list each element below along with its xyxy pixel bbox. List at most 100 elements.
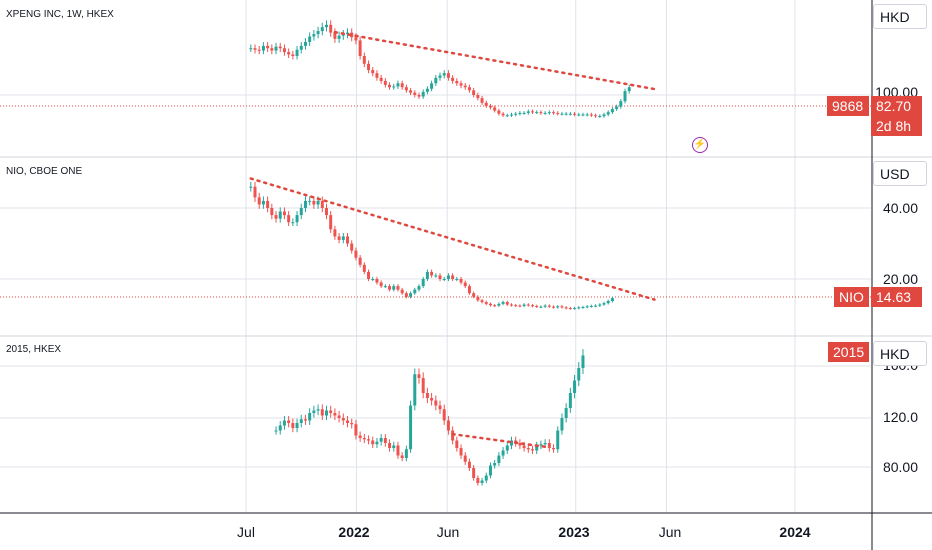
- candle-body[interactable]: [400, 455, 404, 459]
- candle-body[interactable]: [383, 80, 387, 85]
- candle-body[interactable]: [400, 289, 404, 294]
- candle-body[interactable]: [573, 113, 577, 115]
- candle-body[interactable]: [531, 111, 535, 113]
- candle-body[interactable]: [430, 398, 434, 401]
- candle-body[interactable]: [379, 77, 383, 81]
- candle-body[interactable]: [367, 439, 371, 441]
- trendline[interactable]: [451, 432, 547, 448]
- candle-body[interactable]: [552, 112, 556, 114]
- candle-body[interactable]: [560, 306, 564, 308]
- candle-body[interactable]: [581, 114, 585, 116]
- candle-body[interactable]: [421, 91, 425, 97]
- candle-body[interactable]: [543, 112, 547, 114]
- candle-body[interactable]: [539, 112, 543, 114]
- candle-body[interactable]: [274, 430, 278, 432]
- candle-body[interactable]: [501, 450, 505, 456]
- candle-body[interactable]: [354, 424, 358, 436]
- candle-body[interactable]: [371, 279, 375, 280]
- candle-body[interactable]: [371, 70, 375, 74]
- candle-body[interactable]: [303, 200, 307, 208]
- candle-body[interactable]: [543, 305, 547, 307]
- candle-body[interactable]: [610, 298, 614, 302]
- candle-body[interactable]: [324, 208, 328, 216]
- candle-body[interactable]: [467, 286, 471, 294]
- candle-body[interactable]: [480, 98, 484, 103]
- pane-nio[interactable]: [249, 177, 656, 310]
- candle-body[interactable]: [446, 275, 450, 279]
- candle-body[interactable]: [455, 440, 459, 449]
- candle-body[interactable]: [594, 115, 598, 117]
- candle-body[interactable]: [577, 114, 581, 116]
- candle-body[interactable]: [362, 438, 366, 440]
- candle-body[interactable]: [337, 415, 341, 419]
- candle-body[interactable]: [430, 83, 434, 89]
- candle-body[interactable]: [560, 113, 564, 115]
- candle-body[interactable]: [585, 306, 589, 308]
- candle-body[interactable]: [493, 305, 497, 307]
- candle-body[interactable]: [350, 243, 354, 251]
- candle-body[interactable]: [623, 91, 627, 102]
- candle-body[interactable]: [425, 393, 429, 398]
- candle-body[interactable]: [404, 87, 408, 91]
- candle-body[interactable]: [493, 107, 497, 111]
- candle-body[interactable]: [270, 48, 274, 51]
- candle-body[interactable]: [312, 34, 316, 37]
- candle-body[interactable]: [497, 303, 501, 306]
- candle-body[interactable]: [463, 85, 467, 88]
- candle-body[interactable]: [455, 80, 459, 84]
- candle-body[interactable]: [459, 448, 463, 456]
- candle-body[interactable]: [493, 463, 497, 466]
- candle-body[interactable]: [535, 445, 539, 451]
- candle-body[interactable]: [589, 114, 593, 116]
- candle-body[interactable]: [413, 289, 417, 294]
- candle-body[interactable]: [522, 112, 526, 114]
- candle-body[interactable]: [602, 303, 606, 305]
- candle-body[interactable]: [249, 186, 253, 188]
- candle-body[interactable]: [425, 88, 429, 92]
- candle-body[interactable]: [303, 41, 307, 46]
- candle-body[interactable]: [392, 445, 396, 449]
- candle-body[interactable]: [476, 478, 480, 483]
- candle-body[interactable]: [308, 413, 312, 421]
- candle-body[interactable]: [354, 37, 358, 41]
- candle-body[interactable]: [556, 430, 560, 450]
- candle-body[interactable]: [308, 200, 312, 202]
- candle-body[interactable]: [467, 87, 471, 91]
- candle-body[interactable]: [459, 279, 463, 283]
- candle-body[interactable]: [358, 435, 362, 439]
- candle-body[interactable]: [375, 279, 379, 283]
- candle-body[interactable]: [476, 296, 480, 301]
- candle-body[interactable]: [564, 307, 568, 309]
- candle-body[interactable]: [299, 419, 303, 423]
- candle-body[interactable]: [261, 45, 265, 51]
- candle-body[interactable]: [409, 90, 413, 93]
- candle-body[interactable]: [484, 102, 488, 106]
- candle-body[interactable]: [606, 112, 610, 115]
- candle-body[interactable]: [472, 293, 476, 297]
- candle-body[interactable]: [375, 73, 379, 78]
- candle-body[interactable]: [472, 90, 476, 95]
- candle-body[interactable]: [602, 114, 606, 117]
- candle-body[interactable]: [522, 445, 526, 449]
- candle-body[interactable]: [417, 95, 421, 97]
- flash-icon[interactable]: ⚡: [692, 137, 708, 153]
- candle-body[interactable]: [442, 73, 446, 76]
- candle-body[interactable]: [392, 286, 396, 290]
- candle-body[interactable]: [505, 445, 509, 451]
- candle-body[interactable]: [358, 257, 362, 265]
- candle-body[interactable]: [371, 440, 375, 445]
- candle-body[interactable]: [526, 111, 530, 113]
- candle-body[interactable]: [341, 34, 345, 36]
- candle-body[interactable]: [484, 475, 488, 481]
- candle-body[interactable]: [556, 112, 560, 114]
- candle-body[interactable]: [316, 31, 320, 35]
- candle-body[interactable]: [564, 113, 568, 115]
- candle-body[interactable]: [581, 355, 585, 369]
- candle-body[interactable]: [282, 211, 286, 216]
- candle-body[interactable]: [547, 443, 551, 448]
- candle-body[interactable]: [257, 49, 261, 51]
- candle-body[interactable]: [547, 305, 551, 307]
- candle-body[interactable]: [337, 236, 341, 240]
- candle-body[interactable]: [459, 83, 463, 86]
- candle-body[interactable]: [295, 423, 299, 428]
